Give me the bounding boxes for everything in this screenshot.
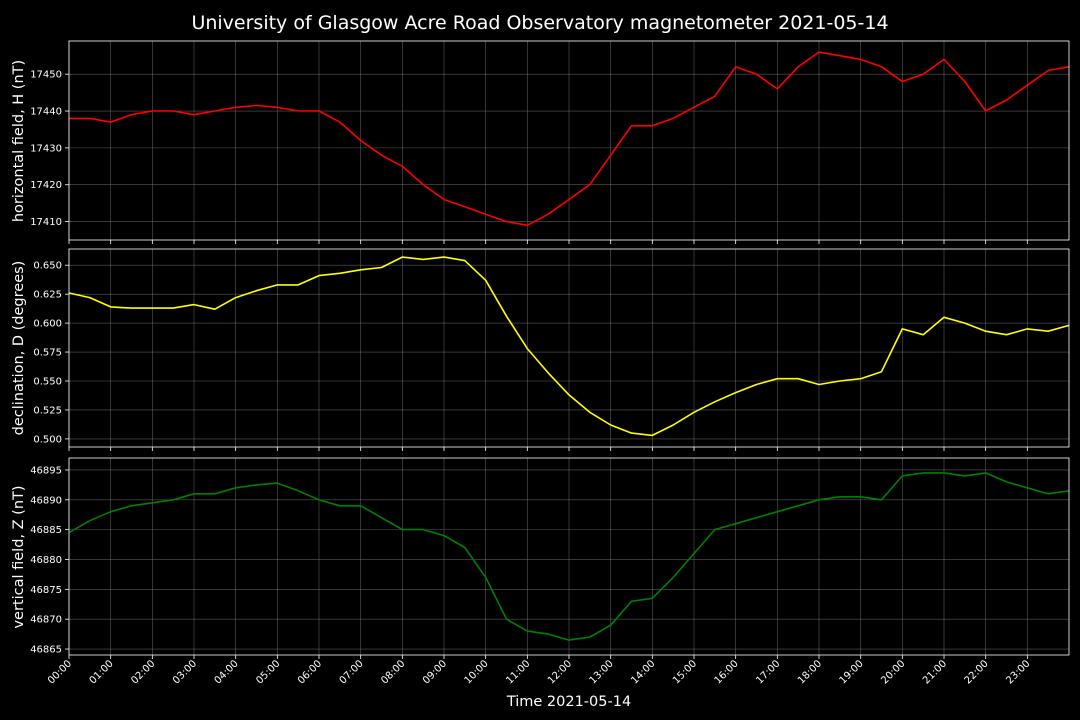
x-axis-label: Time 2021-05-14 [506, 694, 631, 710]
series-line [69, 51, 1070, 227]
y-tick-label: 46895 [30, 465, 62, 476]
y-tick-label: 17440 [30, 107, 62, 118]
y-tick-label: 17430 [30, 143, 62, 154]
plot-frame [68, 248, 1070, 448]
y-tick-label: 46885 [30, 525, 62, 536]
plot-frame [68, 457, 1070, 656]
y-tick-label: 0.600 [33, 319, 62, 330]
y-axis-label-h: horizontal field, H (nT) [11, 60, 27, 222]
y-tick-label: 17450 [30, 70, 62, 81]
y-tick-label: 0.650 [33, 261, 62, 272]
y-tick-label: 0.500 [33, 434, 62, 445]
y-tick-label: 17410 [30, 217, 62, 228]
y-tick-label: 0.550 [33, 377, 62, 388]
series-line [68, 472, 1070, 641]
panel-horizontal-field: horizontal field, H (nT) 17410 17420 17430… [11, 40, 1070, 244]
panel-declination: declination, D (degrees) 0.500 0.525 0.550… [11, 248, 1070, 451]
y-tick-label: 0.575 [33, 348, 62, 359]
series-line [68, 256, 1070, 437]
y-tick-label: 46875 [30, 585, 62, 596]
y-axis-label-d: declination, D (degrees) [11, 261, 27, 436]
y-axis-label-z: vertical field, Z (nT) [11, 485, 27, 628]
panel-vertical-field: vertical field, Z (nT) 46865 46870 46875 46… [11, 457, 1070, 659]
y-tick-label: 0.525 [33, 405, 62, 416]
y-tick-label: 0.625 [33, 290, 62, 301]
plot-frame [68, 40, 1070, 241]
y-tick-label: 46870 [30, 615, 62, 626]
chart-title: University of Glasgow Acre Road Observat… [191, 12, 888, 34]
y-tick-label: 17420 [30, 180, 62, 191]
y-tick-label: 46890 [30, 495, 62, 506]
y-tick-label: 46880 [30, 555, 62, 566]
y-tick-label: 46865 [30, 645, 62, 656]
